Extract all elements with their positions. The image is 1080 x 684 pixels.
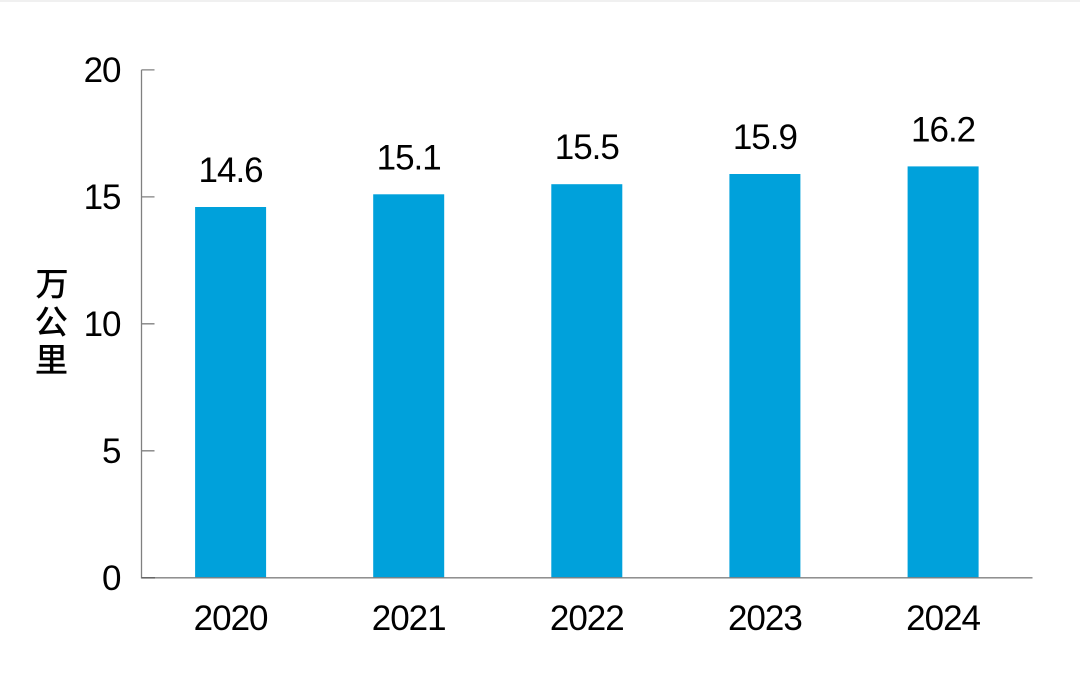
svg-text:2021: 2021: [372, 599, 446, 638]
svg-text:2023: 2023: [728, 599, 802, 638]
svg-text:14.6: 14.6: [199, 151, 263, 190]
svg-text:15.5: 15.5: [555, 128, 619, 167]
svg-text:16.2: 16.2: [911, 110, 975, 149]
svg-text:0: 0: [102, 559, 121, 598]
svg-text:2024: 2024: [906, 599, 980, 638]
svg-text:2022: 2022: [550, 599, 624, 638]
svg-text:20: 20: [84, 51, 121, 90]
svg-text:15.1: 15.1: [377, 138, 441, 177]
svg-text:15.9: 15.9: [733, 118, 797, 157]
svg-text:10: 10: [84, 305, 121, 344]
svg-text:2020: 2020: [194, 599, 268, 638]
svg-text:15: 15: [84, 178, 121, 217]
svg-text:5: 5: [102, 432, 120, 471]
